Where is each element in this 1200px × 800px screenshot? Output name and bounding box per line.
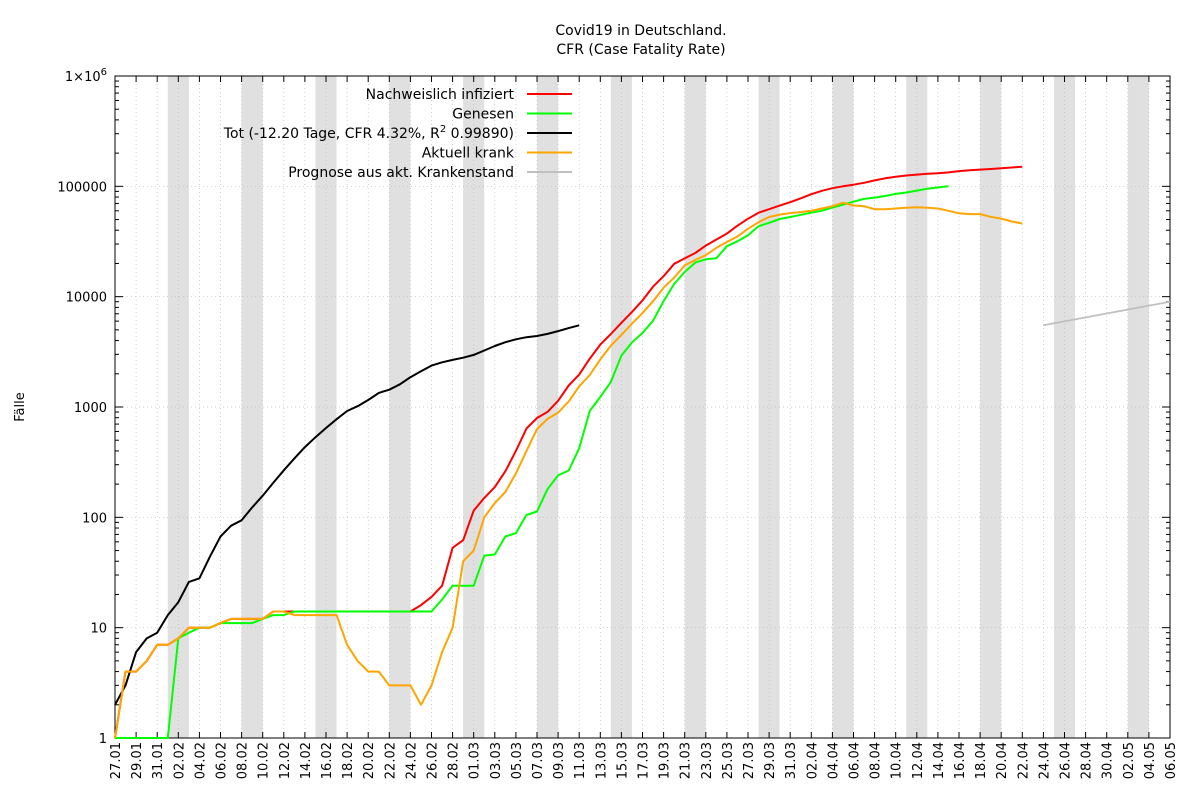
x-tick-label: 02.02 xyxy=(172,742,187,779)
x-tick-label: 17.03 xyxy=(637,742,652,779)
y-tick-label: 1000 xyxy=(74,401,107,416)
x-tick-label: 04.04 xyxy=(826,742,841,779)
y-tick-label: 10 xyxy=(90,622,107,637)
weekend-band xyxy=(832,76,854,738)
weekend-band xyxy=(610,76,632,738)
weekend-band xyxy=(980,76,1002,738)
x-tick-label: 06.04 xyxy=(848,742,863,779)
weekend-band xyxy=(167,76,189,738)
weekend-band xyxy=(315,76,337,738)
chart-subtitle: CFR (Case Fatality Rate) xyxy=(556,42,725,58)
x-tick-label: 26.04 xyxy=(1059,742,1074,779)
x-tick-label: 18.02 xyxy=(341,742,356,779)
x-axis: 27.01 29.01 31.01 02.02 04.02 06.02 08.02 10.02… xyxy=(109,76,1179,779)
legend-label: Tot (-12.20 Tage, CFR 4.32%, R2 0.99890) xyxy=(223,124,514,142)
x-tick-label: 06.05 xyxy=(1164,742,1179,779)
x-tick-label: 06.02 xyxy=(215,742,230,779)
series-line xyxy=(1043,300,1171,327)
chart-title: Covid19 in Deutschland. xyxy=(555,23,726,39)
x-tick-label: 04.02 xyxy=(193,742,208,779)
series-line xyxy=(115,185,949,739)
x-tick-label: 20.04 xyxy=(995,742,1010,779)
x-tick-label: 16.04 xyxy=(953,742,968,779)
x-tick-label: 15.03 xyxy=(615,742,630,779)
x-tick-label: 31.01 xyxy=(151,742,166,779)
x-tick-label: 29.03 xyxy=(763,742,778,779)
x-tick-label: 23.03 xyxy=(700,742,715,779)
x-tick-label: 05.03 xyxy=(510,742,525,779)
x-tick-label: 08.04 xyxy=(869,742,884,779)
x-tick-label: 28.04 xyxy=(1080,742,1095,779)
x-tick-label: 24.04 xyxy=(1037,742,1052,779)
x-tick-label: 07.03 xyxy=(531,742,546,779)
x-tick-label: 12.04 xyxy=(911,742,926,779)
series-line xyxy=(114,324,580,706)
series xyxy=(114,165,1171,739)
x-tick-label: 22.04 xyxy=(1016,742,1031,779)
y-tick-label: 10000 xyxy=(66,291,107,306)
x-tick-label: 09.03 xyxy=(552,742,567,779)
x-tick-label: 22.02 xyxy=(383,742,398,779)
x-tick-label: 29.01 xyxy=(130,742,145,779)
x-tick-label: 14.02 xyxy=(299,742,314,779)
legend-label: Aktuell krank xyxy=(422,146,515,162)
y-tick-label: 1 xyxy=(99,732,107,747)
x-tick-label: 13.03 xyxy=(594,742,609,779)
x-tick-label: 14.04 xyxy=(932,742,947,779)
weekend-band xyxy=(1053,76,1076,738)
x-tick-label: 27.01 xyxy=(109,742,124,779)
x-tick-label: 20.02 xyxy=(362,742,377,779)
weekend-band xyxy=(906,76,928,738)
x-tick-label: 27.03 xyxy=(742,742,757,779)
y-tick-label: 1×106 xyxy=(65,67,107,85)
legend-label: Nachweislich infiziert xyxy=(366,87,515,103)
x-tick-label: 16.02 xyxy=(320,742,335,779)
legend-label: Prognose aus akt. Krankenstand xyxy=(288,165,514,181)
x-tick-label: 30.04 xyxy=(1101,742,1116,779)
x-tick-label: 03.03 xyxy=(489,742,504,779)
x-tick-label: 08.02 xyxy=(236,742,251,779)
x-tick-label: 02.04 xyxy=(805,742,820,779)
x-tick-label: 18.04 xyxy=(974,742,989,779)
x-tick-label: 28.02 xyxy=(447,742,462,779)
weekend-band xyxy=(758,76,780,738)
weekend-band xyxy=(241,76,263,738)
legend-label: Genesen xyxy=(452,107,514,123)
x-tick-label: 24.02 xyxy=(404,742,419,779)
y-axis: 1 10 100 1000 10000 100000 1×106 xyxy=(57,67,1170,747)
x-tick-label: 25.03 xyxy=(721,742,736,779)
y-axis-label: Fälle xyxy=(13,392,28,421)
y-tick-label: 100 xyxy=(82,511,107,526)
weekend-band xyxy=(1127,76,1149,738)
grid xyxy=(114,75,1171,739)
x-tick-label: 01.03 xyxy=(468,742,483,779)
x-tick-label: 10.04 xyxy=(890,742,905,779)
x-tick-label: 12.02 xyxy=(278,742,293,779)
x-tick-label: 31.03 xyxy=(784,742,799,779)
x-tick-label: 19.03 xyxy=(658,742,673,779)
x-tick-label: 10.02 xyxy=(257,742,272,779)
x-tick-label: 26.02 xyxy=(426,742,441,779)
y-tick-label: 100000 xyxy=(57,180,107,195)
x-tick-label: 21.03 xyxy=(679,742,694,779)
series-line xyxy=(114,201,1023,739)
x-tick-label: 04.05 xyxy=(1143,742,1158,779)
x-tick-label: 11.03 xyxy=(573,742,588,779)
x-tick-label: 02.05 xyxy=(1122,742,1137,779)
